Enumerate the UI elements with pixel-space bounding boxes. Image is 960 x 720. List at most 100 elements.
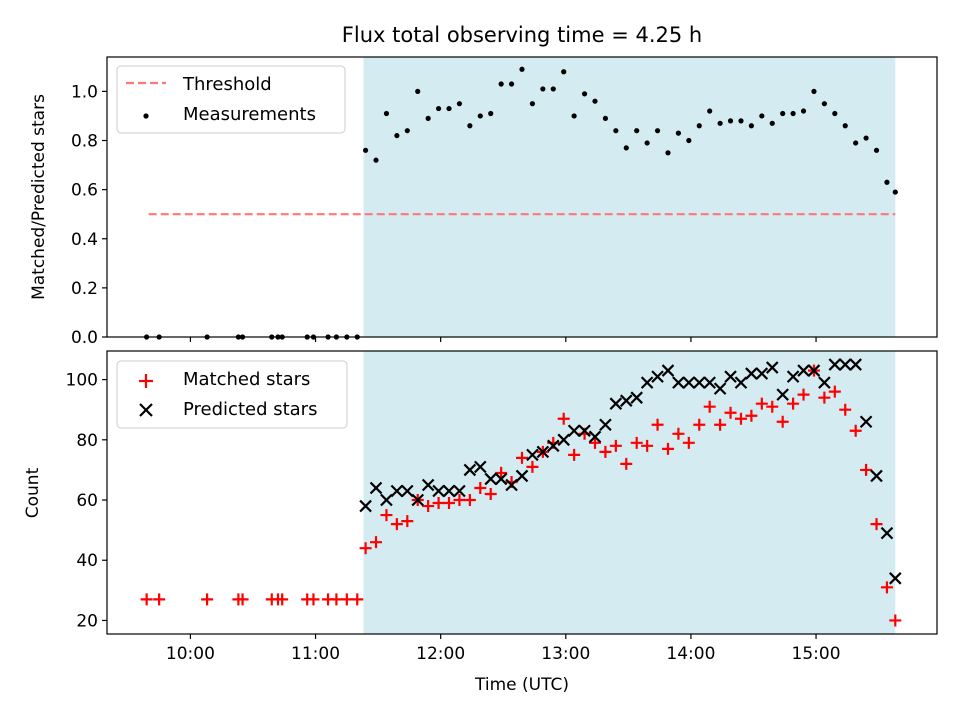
matched-star-point <box>495 466 508 479</box>
y-tick-label: 60 <box>76 491 98 511</box>
y-tick-label: 0.2 <box>71 279 98 299</box>
x-tick-label: 10:00 <box>166 644 215 664</box>
matched-star-point <box>432 497 445 510</box>
measurement-point <box>634 128 640 134</box>
x-axis-label: Time (UTC) <box>474 675 569 695</box>
predicted-star-point <box>411 493 425 507</box>
matched-star-point <box>140 593 153 606</box>
measurement-point <box>519 66 525 72</box>
predicted-star-point <box>889 572 902 585</box>
matched-star-point <box>474 481 487 494</box>
bottom-y-axis: 20 40 60 80 100 <box>66 371 107 631</box>
predicted-star-point <box>547 439 560 453</box>
measurement-point <box>696 123 702 129</box>
measurement-point <box>592 98 598 104</box>
matched-star-point <box>818 391 831 404</box>
measurement-point <box>529 101 536 107</box>
matched-star-point <box>651 418 664 431</box>
top-plot-frame <box>106 56 938 338</box>
top-y-axis: 0.0 0.2 0.4 0.6 0.8 1.0 <box>71 82 107 348</box>
predicted-star-point <box>880 526 894 540</box>
measurement-point <box>884 179 890 185</box>
y-tick-label: 0.0 <box>71 328 98 348</box>
matched-star-point <box>463 494 476 507</box>
legend-matched-swatch <box>139 374 153 388</box>
measurement-point <box>404 128 410 134</box>
measurement-point <box>550 86 556 92</box>
legend-threshold-label: Threshold <box>182 74 272 95</box>
y-tick-label: 1.0 <box>71 82 98 102</box>
predicted-star-point <box>849 358 862 371</box>
matched-star-point <box>755 397 768 410</box>
measurement-point <box>581 91 588 97</box>
legend-matched-label: Matched stars <box>183 369 310 390</box>
matched-star-point <box>734 412 747 425</box>
y-tick-label: 0.8 <box>71 132 98 152</box>
predicted-star-point <box>369 481 383 495</box>
bottom-plot-frame <box>106 350 938 635</box>
x-tick-label: 14:00 <box>666 644 715 664</box>
matched-star-point <box>153 593 166 606</box>
predicted-star-point <box>463 463 477 477</box>
matched-star-point <box>599 445 612 458</box>
matched-star-point <box>568 448 581 461</box>
measurement-point <box>435 105 442 112</box>
matched-star-point <box>641 439 654 452</box>
measurement-point <box>832 110 838 117</box>
predicted-star-point <box>776 388 789 401</box>
measurement-point <box>456 101 463 107</box>
matched-star-point <box>380 509 393 522</box>
measurement-point <box>790 110 796 117</box>
measurement-point <box>769 120 775 126</box>
measurement-point <box>373 157 379 163</box>
measurement-point <box>863 135 869 141</box>
measurement-point <box>498 81 504 87</box>
matched-star-point <box>422 500 435 513</box>
measurement-point <box>717 120 723 126</box>
predicted-star-point <box>505 478 518 492</box>
matched-star-point <box>661 442 674 455</box>
matched-star-point <box>236 593 249 606</box>
top-legend-box <box>116 65 346 134</box>
matched-star-point <box>620 457 633 470</box>
matched-star-point <box>797 388 810 401</box>
measurement-point <box>446 105 452 112</box>
measurement-point <box>602 115 609 122</box>
predicted-star-point <box>640 376 654 389</box>
predicted-star-point <box>818 376 831 389</box>
bottom-observing-span <box>363 351 896 634</box>
x-tick-label: 13:00 <box>541 644 590 664</box>
measurement-point <box>800 108 807 114</box>
measurement-point <box>811 88 817 94</box>
predicted-star-point <box>588 430 602 444</box>
matched-star-point <box>390 518 403 531</box>
matched-star-point <box>401 515 414 528</box>
measurement-point <box>571 113 577 119</box>
matched-star-point <box>443 497 456 510</box>
matched-star-point <box>787 397 800 410</box>
matched-star-point <box>370 536 383 549</box>
legend-predicted-label: Predicted stars <box>183 399 317 420</box>
predicted-star-point <box>870 469 883 483</box>
measurement-point <box>362 147 369 153</box>
matched-star-point <box>526 460 539 473</box>
bottom-panel: 10:00 11:00 12:00 13:00 14:00 15:00 20 40 60 80 1… <box>23 350 938 695</box>
matched-star-point <box>351 593 364 606</box>
measurement-point <box>842 123 848 129</box>
predicted-star-point <box>745 367 758 380</box>
measurement-point <box>383 110 390 117</box>
top-chart-title: Flux total observing time = 4.25 h <box>342 23 702 47</box>
measurement-point <box>613 128 619 134</box>
matched-star-point <box>693 418 706 431</box>
bottom-y-axis-label: Count <box>23 467 43 518</box>
predicted-star-point <box>755 367 769 380</box>
matched-star-point <box>276 593 289 606</box>
matched-star-point <box>828 385 841 398</box>
measurement-point <box>561 69 567 75</box>
predicted-star-point <box>474 460 487 474</box>
predicted-star-point <box>599 418 612 432</box>
predicted-star-point <box>536 445 550 459</box>
matched-star-point <box>724 406 737 419</box>
predicted-star-point <box>786 370 800 383</box>
